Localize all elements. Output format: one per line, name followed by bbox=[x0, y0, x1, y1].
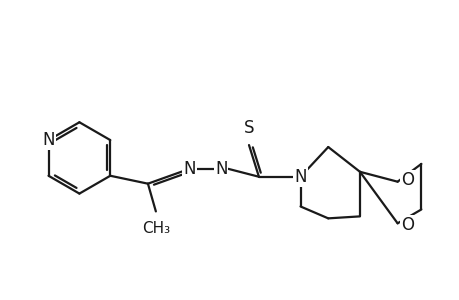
Text: N: N bbox=[183, 160, 196, 178]
Text: O: O bbox=[400, 216, 413, 234]
Text: N: N bbox=[294, 168, 306, 186]
Text: O: O bbox=[400, 171, 413, 189]
Text: N: N bbox=[42, 131, 55, 149]
Text: CH₃: CH₃ bbox=[141, 221, 169, 236]
Text: N: N bbox=[294, 168, 306, 186]
Text: N: N bbox=[214, 160, 227, 178]
Text: S: S bbox=[243, 119, 254, 137]
